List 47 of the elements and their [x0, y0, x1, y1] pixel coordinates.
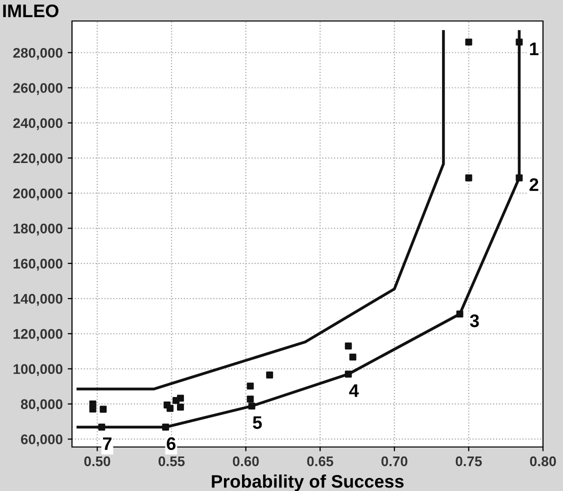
annotation: 6 — [166, 437, 176, 450]
point — [176, 394, 184, 402]
point — [516, 38, 523, 46]
x-tick-label: 0.65 — [307, 456, 334, 466]
point — [246, 382, 254, 390]
point — [344, 342, 352, 350]
point — [465, 38, 472, 46]
point — [516, 174, 523, 182]
point — [100, 406, 107, 413]
point — [176, 404, 184, 411]
y-tick-label: 260,000 — [13, 83, 62, 95]
annotation: 2 — [530, 178, 538, 191]
x-tick-label: 0.55 — [158, 456, 185, 466]
annotation: 3 — [470, 314, 479, 328]
x-tick-label: 0.60 — [232, 456, 259, 466]
y-tick-label: 60,000 — [21, 434, 62, 446]
y-tick-label: 100,000 — [14, 364, 62, 376]
annotation: 1 — [530, 42, 538, 56]
y-tick-label: 80,000 — [20, 399, 62, 412]
point — [166, 404, 174, 412]
y-tick-label: 280,000 — [13, 48, 62, 60]
y-tick-label: 160,000 — [14, 258, 62, 271]
annotation: 5 — [252, 416, 262, 429]
y-tick-label: 180,000 — [14, 224, 62, 236]
point — [162, 424, 170, 431]
x-tick-label: 0.70 — [381, 456, 408, 466]
x-tick-label: 0.80 — [530, 456, 556, 466]
y-tick-label: 240,000 — [13, 118, 62, 130]
y-axis-title: IMLEO — [3, 4, 58, 18]
x-tick-label: 0.50 — [84, 456, 110, 466]
y-tick-label: 220,000 — [13, 153, 62, 166]
x-axis-title: Probability of Success — [212, 474, 404, 491]
point — [344, 370, 352, 378]
point — [248, 402, 256, 410]
point — [465, 174, 472, 182]
annotation: 4 — [349, 384, 359, 397]
point — [456, 310, 464, 318]
y-tick-label: 200,000 — [13, 188, 62, 200]
point — [246, 396, 254, 403]
point — [89, 406, 96, 413]
point — [98, 424, 106, 431]
annotation: 7 — [103, 437, 112, 450]
point — [266, 372, 274, 378]
x-tick-label: 0.75 — [456, 456, 482, 466]
point — [349, 354, 356, 361]
y-tick-label: 140,000 — [14, 294, 62, 306]
y-tick-label: 120,000 — [14, 329, 62, 341]
